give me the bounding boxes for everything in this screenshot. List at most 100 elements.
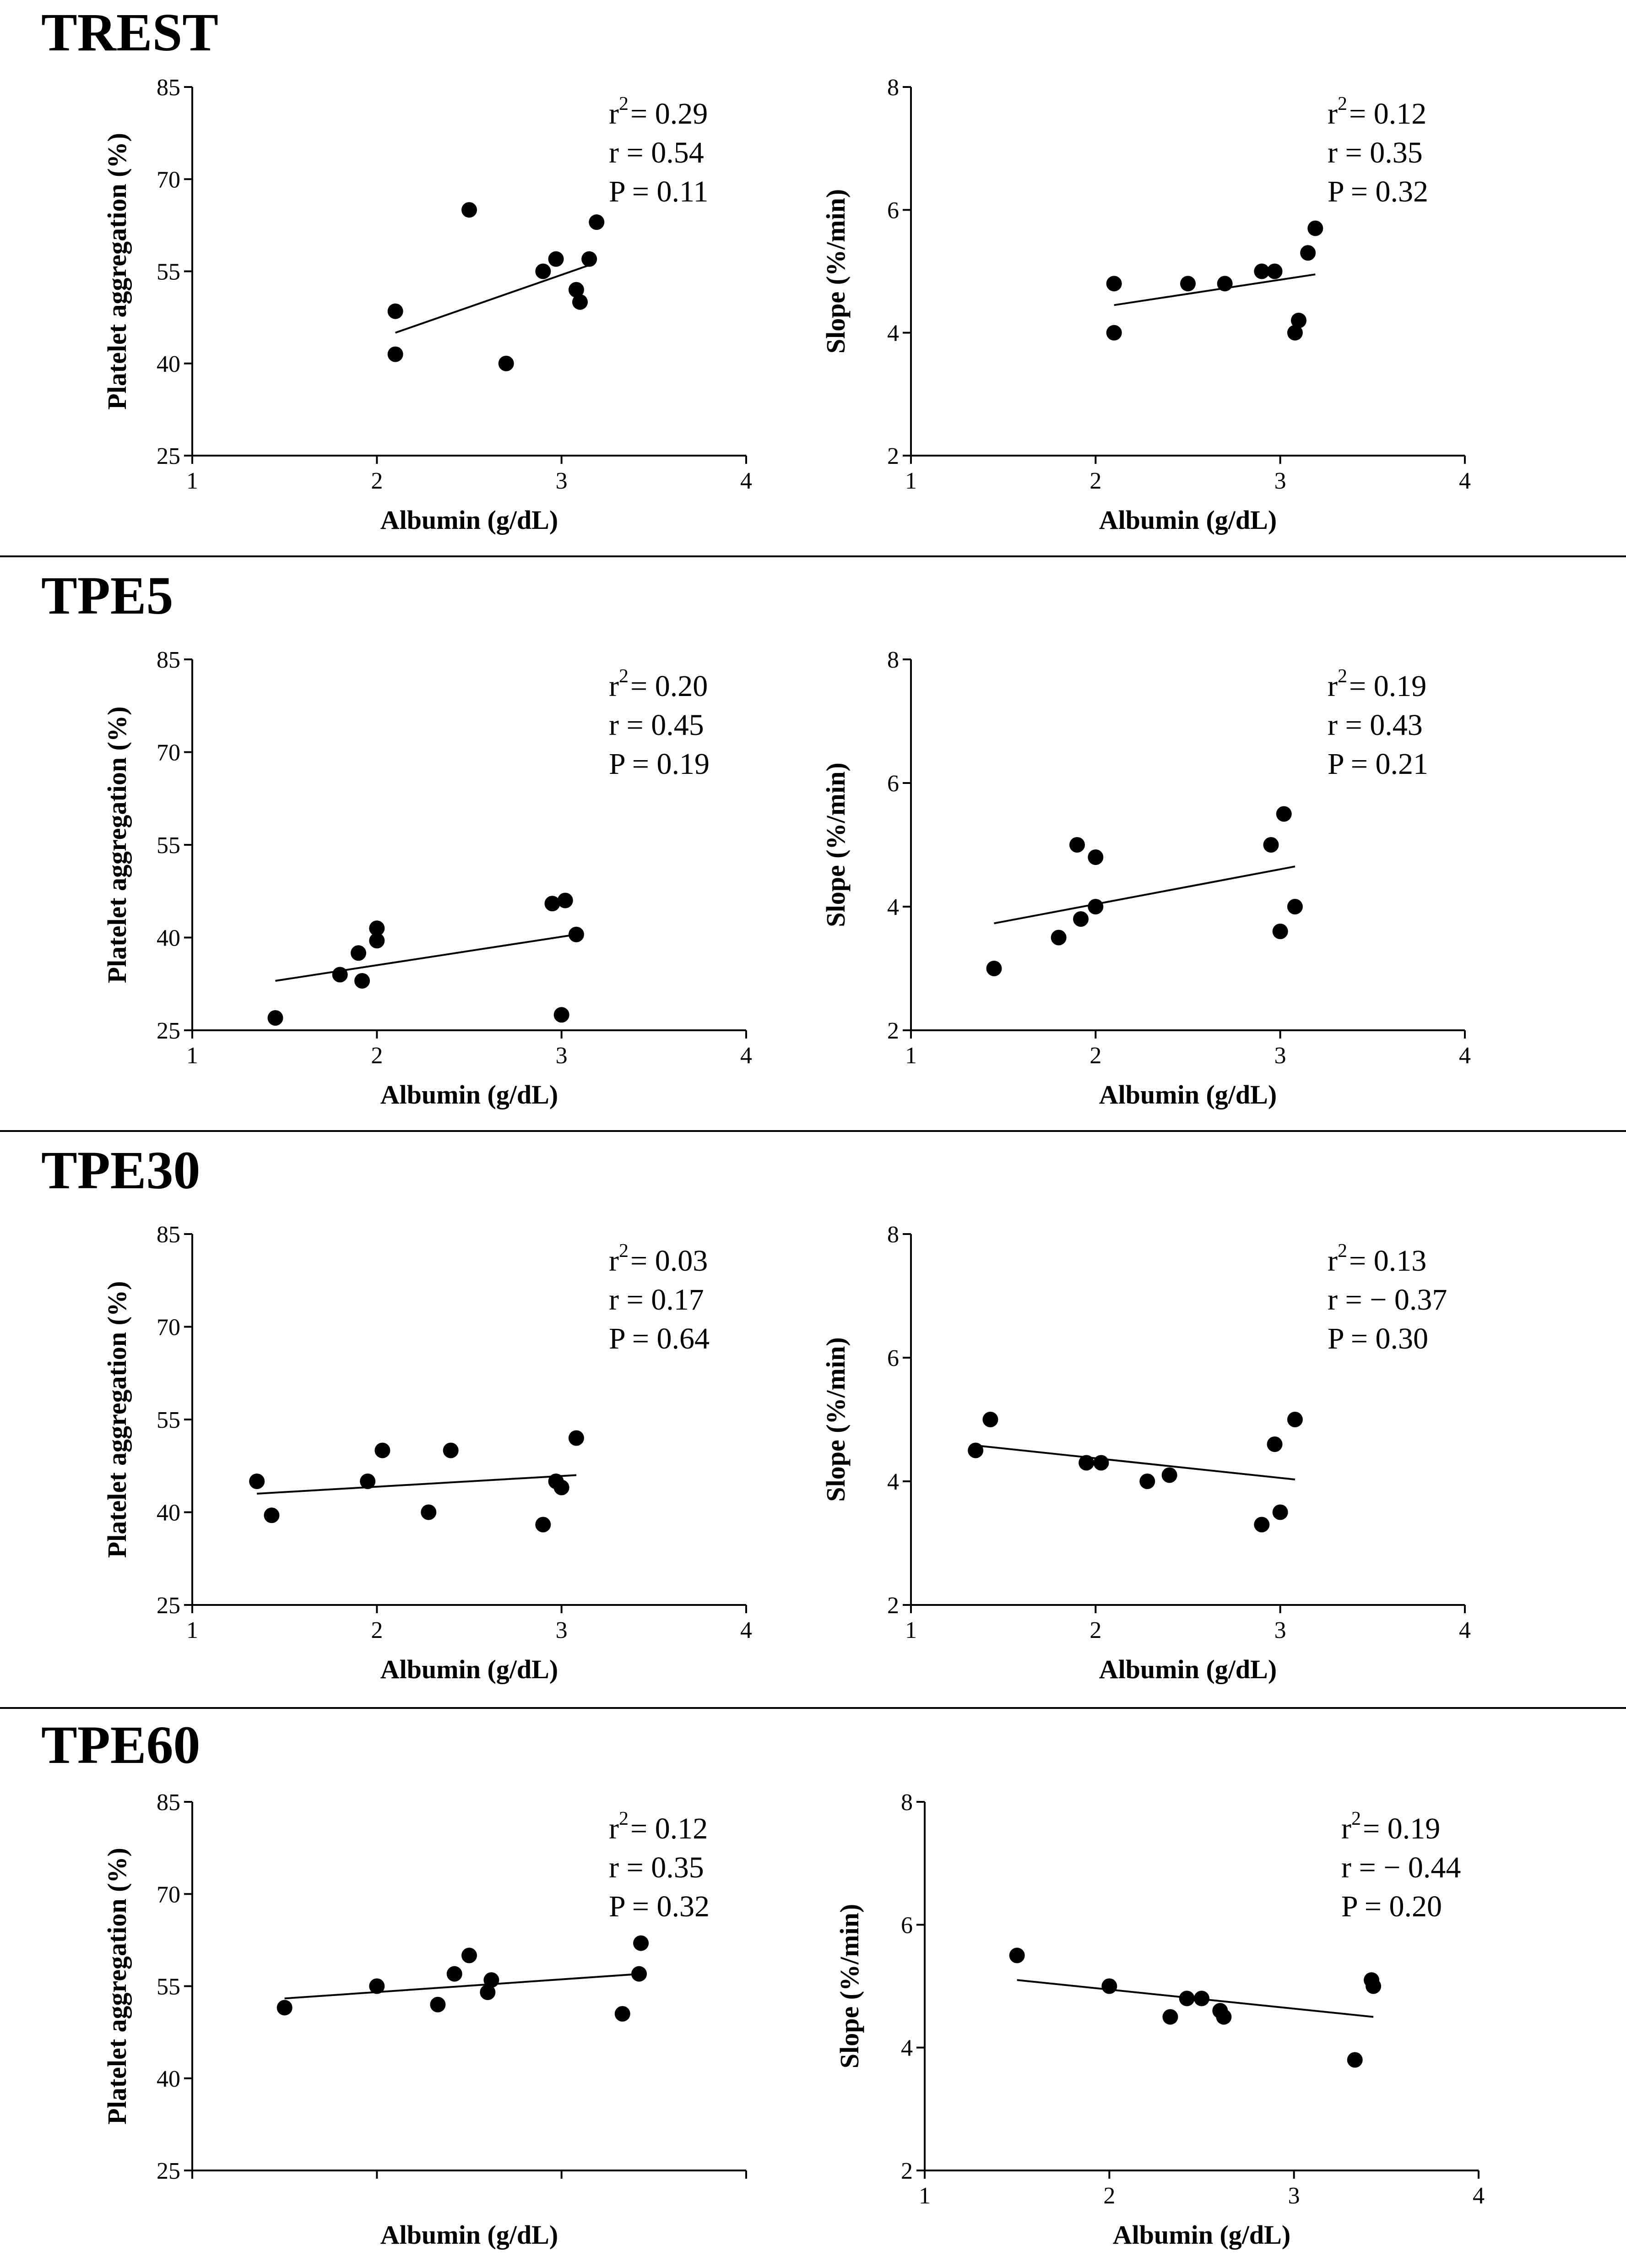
r-value-label: r = − 0.44 [1341,1851,1461,1884]
data-point [498,355,514,371]
x-tick-label: 4 [740,1617,752,1643]
data-point [387,346,403,362]
x-axis-label: Albumin (g/dL) [380,1654,558,1684]
y-tick-label: 85 [157,1789,180,1816]
data-point [1287,899,1303,914]
r-value-label: r = 0.54 [609,136,704,169]
r-symbol: r [609,97,619,131]
x-tick-label: 4 [1459,1043,1471,1069]
superscript-2: 2 [1338,666,1347,687]
regression-line [1114,273,1316,306]
y-tick-label: 4 [901,2035,913,2061]
r-squared-label: r2= 0.13 [1328,1240,1426,1278]
y-tick-label: 8 [901,1789,913,1816]
data-point [572,294,588,310]
x-tick-label: 1 [919,2183,931,2209]
x-tick-label: 1 [905,1617,917,1643]
r-squared-label: r2= 0.12 [609,1808,708,1845]
x-tick-label: 4 [740,468,752,494]
data-point [267,1010,283,1026]
r-squared-label: r2= 0.20 [609,666,708,703]
x-tick-label: 3 [556,1617,568,1643]
y-tick-label: 85 [157,647,180,673]
x-axis-label: Albumin (g/dL) [380,2220,558,2250]
x-axis-label: Albumin (g/dL) [1099,1080,1277,1110]
y-tick-label: 4 [887,321,899,347]
data-point [430,1996,446,2012]
y-axis-label: Slope (%/min) [821,1337,851,1501]
superscript-2: 2 [619,666,629,687]
r-squared-value: = 0.29 [630,97,708,131]
r-symbol: r [1328,669,1338,703]
r-symbol: r [609,669,619,703]
data-point [351,945,366,961]
r-squared-value: = 0.12 [630,1812,708,1845]
data-point [1180,276,1196,292]
y-tick-label: 4 [887,1469,899,1495]
data-point [1106,276,1122,292]
x-tick-label: 2 [1089,468,1101,494]
y-tick-label: 25 [157,1593,180,1619]
r-squared-value: = 0.03 [630,1244,708,1278]
r-value-label: r = − 0.37 [1328,1283,1447,1316]
data-point [1069,837,1085,853]
y-tick-label: 40 [157,351,180,377]
y-tick-label: 40 [157,1500,180,1526]
data-point [1287,325,1303,341]
y-tick-label: 55 [157,1407,180,1433]
y-tick-label: 8 [887,647,899,673]
data-point [1267,263,1283,279]
r-symbol: r [1328,97,1338,131]
data-point [1300,245,1316,261]
r-squared-value: = 0.13 [1349,1244,1426,1278]
data-point [614,2006,630,2022]
data-point [1287,1412,1303,1427]
data-point [369,920,385,936]
data-point [1088,849,1104,865]
p-value-label: P = 0.30 [1328,1322,1428,1355]
data-point [568,926,584,942]
y-tick-label: 8 [887,75,899,101]
y-tick-label: 85 [157,1222,180,1248]
data-point [633,1935,649,1951]
scatter-plot: 25 40 55 70 85 Albumin (g/dL) Platelet aggrega… [102,1789,747,2250]
data-point [249,1474,265,1489]
data-point [1106,325,1122,341]
data-point [557,892,573,908]
x-tick-label: 2 [371,468,383,494]
data-point [589,214,605,230]
x-tick-label: 2 [1089,1043,1101,1069]
regression-line [975,1444,1295,1480]
r-squared-label: r2= 0.12 [1328,93,1426,131]
r-value-label: r = 0.45 [609,708,704,742]
data-point [1272,924,1288,939]
data-point [553,1479,569,1496]
y-axis-label: Slope (%/min) [821,762,851,927]
r-squared-label: r2= 0.03 [609,1240,708,1278]
r-squared-value: = 0.12 [1349,97,1426,131]
panel-title: TPE30 [41,1140,201,1200]
x-axis-label: Albumin (g/dL) [1099,1654,1277,1684]
data-point [568,282,584,298]
y-tick-label: 6 [887,1345,899,1371]
data-point [369,933,385,949]
y-axis-label: Platelet aggregation (%) [102,133,132,410]
data-point [1161,1467,1177,1483]
x-tick-label: 1 [905,468,917,494]
y-tick-label: 8 [887,1222,899,1248]
y-axis-label: Platelet aggregation (%) [102,707,132,984]
scatter-plot: 25 40 55 70 85 1 2 3 4 Albumin (g/dL) Platelet agg… [102,1222,752,1684]
data-point [581,251,597,267]
data-point [982,1412,998,1427]
x-tick-label: 2 [1103,2183,1115,2209]
r-value-label: r = 0.35 [609,1851,704,1884]
scatter-plot: 25 40 55 70 85 1 2 3 4 Albumin (g/dL) Platelet agg… [102,647,752,1110]
r-squared-value: = 0.19 [1363,1812,1440,1845]
p-value-label: P = 0.11 [609,175,709,208]
x-tick-label: 1 [186,1043,198,1069]
r-value-label: r = 0.35 [1328,136,1423,169]
x-axis-label: Albumin (g/dL) [380,505,558,535]
data-point [968,1442,984,1458]
